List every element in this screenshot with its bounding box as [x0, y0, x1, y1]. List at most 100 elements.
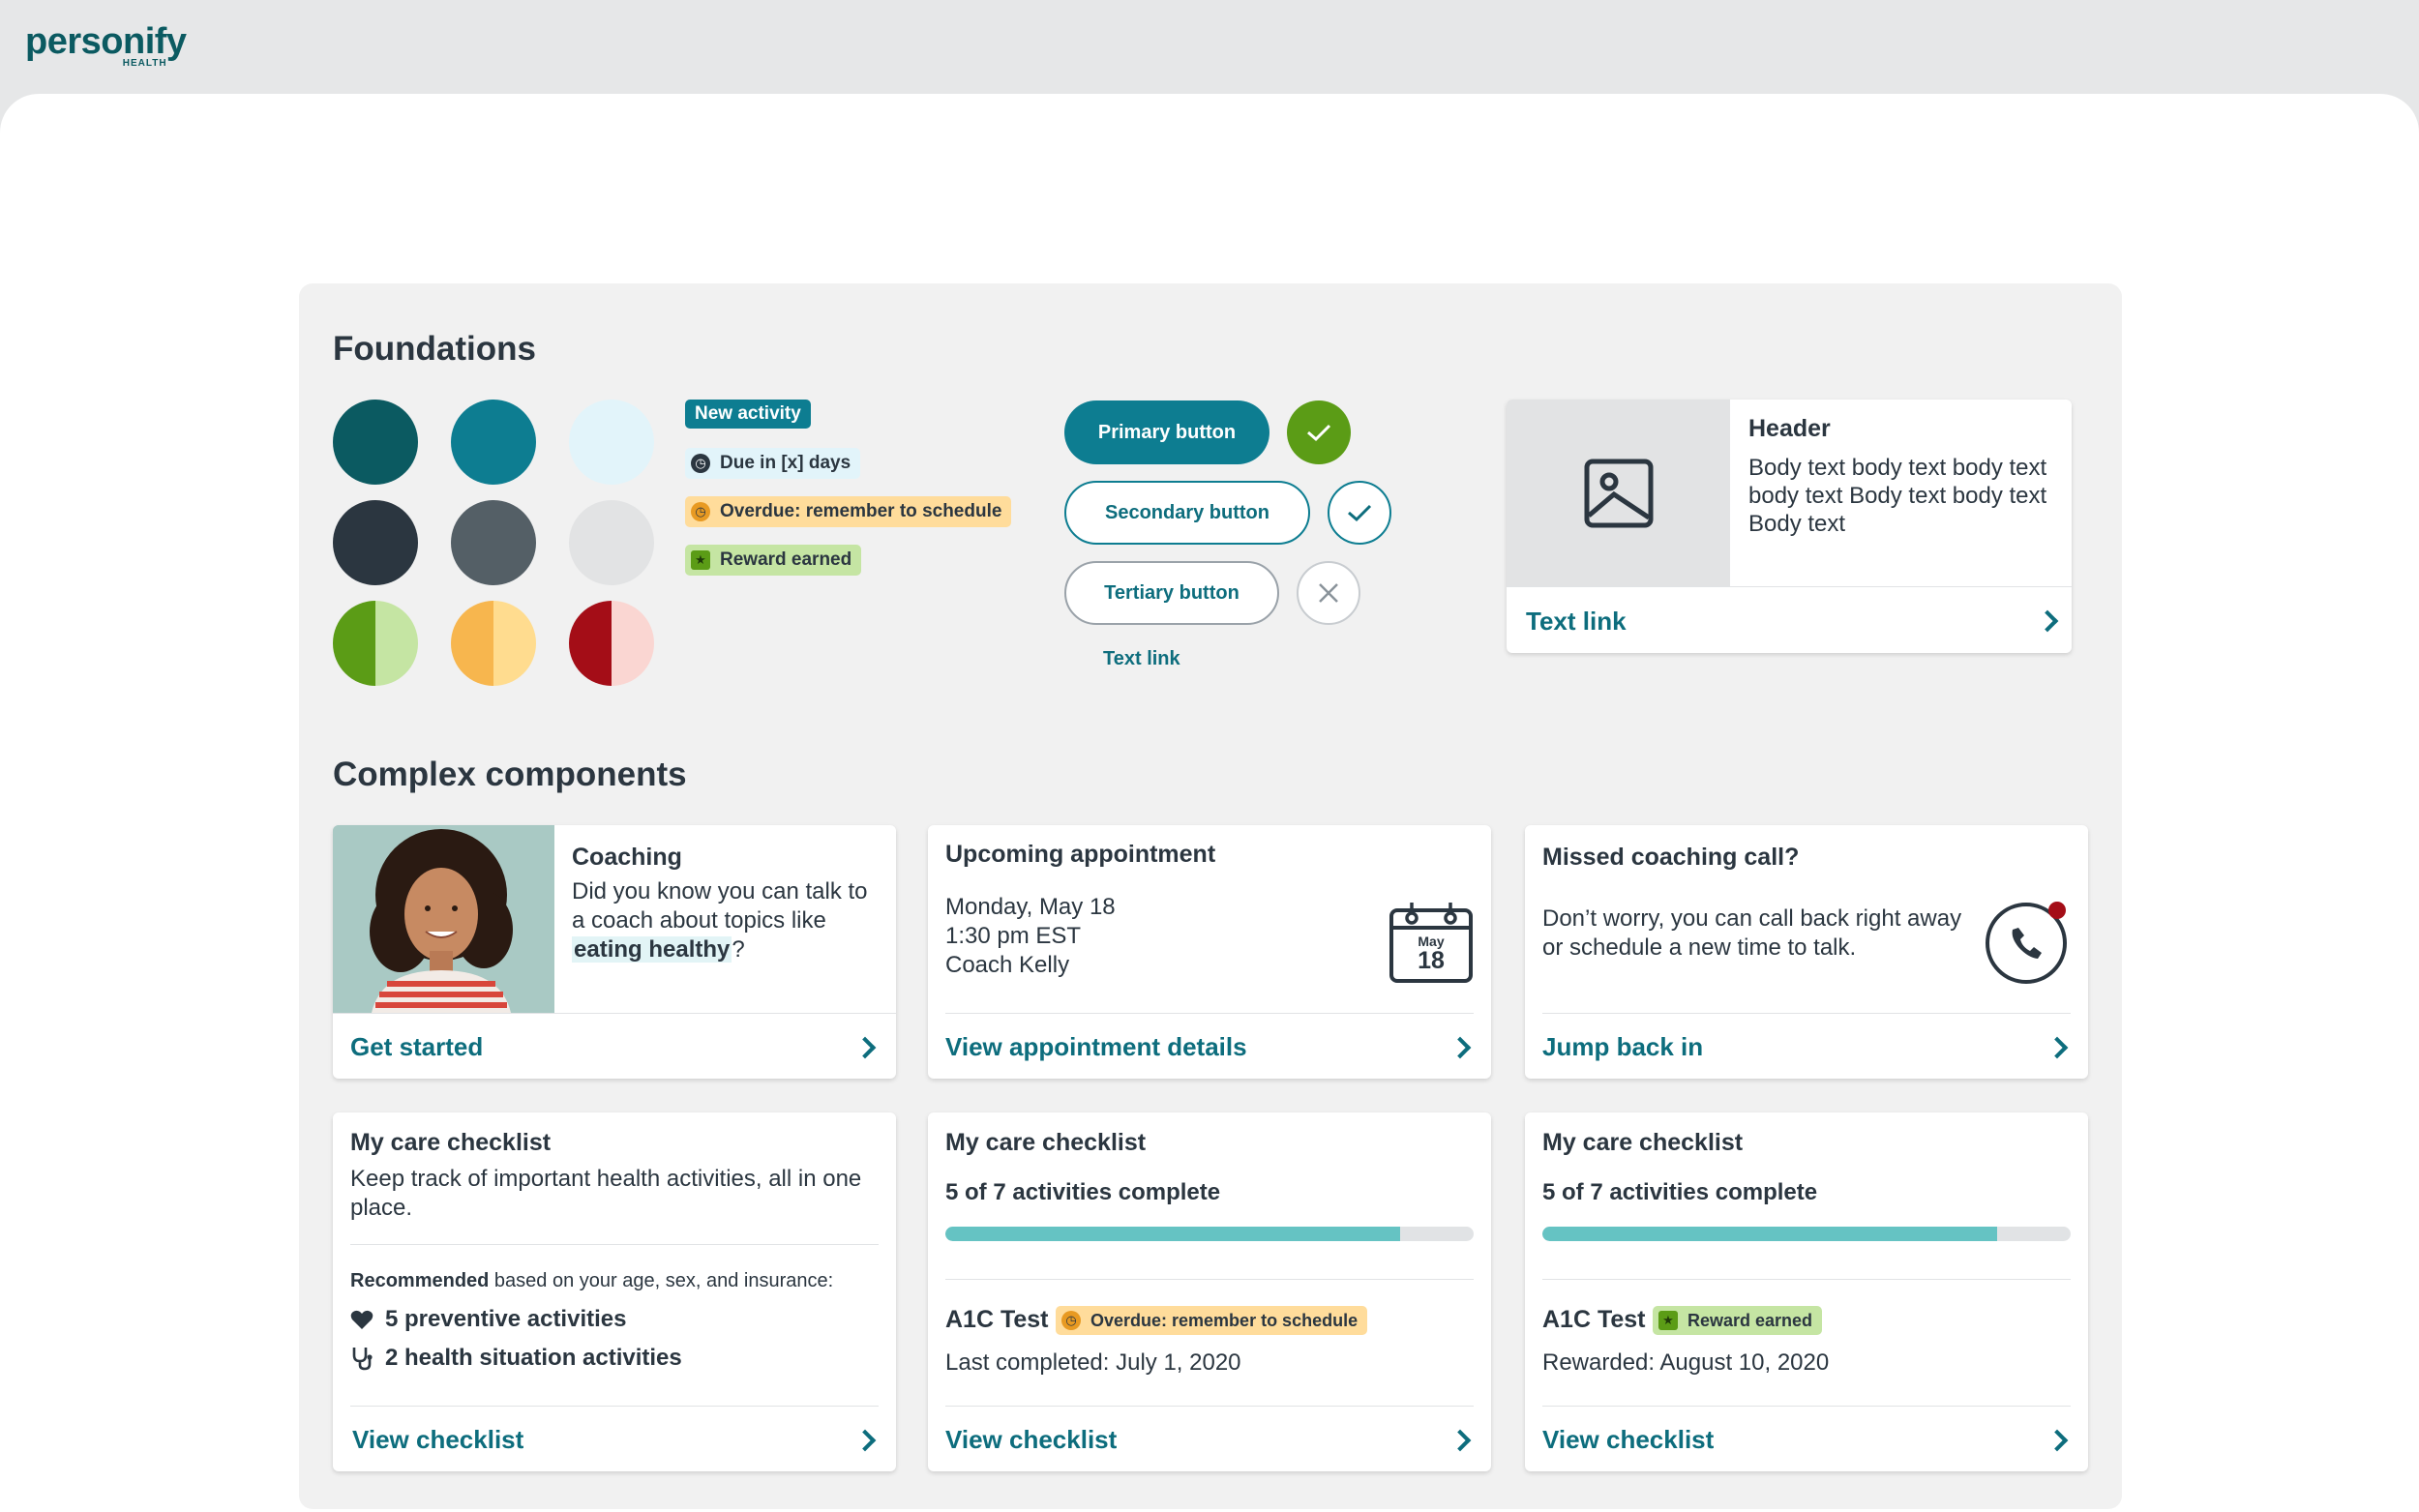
check-icon	[1348, 504, 1372, 522]
stethoscope-icon	[352, 1348, 373, 1371]
view-appointment-link[interactable]: View appointment details	[945, 1032, 1247, 1061]
coaching-body: Did you know you can talk to a coach abo…	[572, 877, 872, 964]
color-swatch-teal	[451, 400, 536, 485]
rewarded-text: Rewarded: August 10, 2020	[1542, 1349, 1830, 1376]
chevron-right-icon[interactable]	[2046, 1429, 2069, 1452]
close-icon	[1319, 583, 1338, 603]
jump-back-in-link[interactable]: Jump back in	[1542, 1032, 1704, 1061]
coach-avatar-illustration	[333, 825, 554, 1013]
divider	[1542, 1406, 2071, 1407]
missed-call-title: Missed coaching call?	[1542, 844, 1800, 871]
clock-icon: ◷	[691, 454, 710, 473]
clock-icon: ◷	[691, 502, 710, 521]
tertiary-button[interactable]: Tertiary button	[1064, 561, 1279, 625]
tag-new-activity-label: New activity	[695, 403, 801, 424]
divider	[1507, 586, 2072, 587]
complex-components-title: Complex components	[333, 756, 687, 793]
check-button-filled[interactable]	[1287, 400, 1351, 464]
divider	[333, 1013, 896, 1014]
tag-reward: ★ Reward earned	[685, 545, 862, 576]
media-card-header: Header	[1748, 415, 1831, 442]
care-checklist-overdue-card: My care checklist 5 of 7 activities comp…	[928, 1112, 1491, 1471]
color-swatch-light-gray	[569, 500, 654, 585]
logo-subtitle: HEALTH	[122, 58, 167, 69]
appointment-title: Upcoming appointment	[945, 841, 1216, 868]
image-placeholder	[1507, 400, 1730, 586]
close-button[interactable]	[1297, 561, 1360, 625]
appointment-coach: Coach Kelly	[945, 952, 1070, 978]
a1c-test-label: A1C Test	[1542, 1306, 1646, 1333]
text-link-small[interactable]: Text link	[1103, 648, 1180, 669]
swatch-half	[493, 601, 536, 686]
chevron-right-icon[interactable]	[2046, 1036, 2069, 1059]
coaching-title: Coaching	[572, 844, 682, 871]
chevron-right-icon[interactable]	[853, 1429, 877, 1452]
media-card-body: Body text body text body text body text …	[1748, 455, 2047, 537]
secondary-button[interactable]: Secondary button	[1064, 481, 1310, 545]
checklist-title: My care checklist	[1542, 1129, 1744, 1156]
appointment-time: 1:30 pm EST	[945, 923, 1082, 949]
health-situation-activities-label: 2 health situation activities	[385, 1345, 682, 1371]
primary-button-label: Primary button	[1097, 421, 1237, 443]
checklist-title: My care checklist	[945, 1129, 1147, 1156]
view-checklist-link[interactable]: View checklist	[945, 1425, 1118, 1454]
tag-overdue-label: Overdue: remember to schedule	[1090, 1310, 1359, 1330]
preventive-activities: 5 preventive activities	[350, 1306, 626, 1333]
divider	[350, 1406, 879, 1407]
recommended-criteria: based on your age, sex, and insurance:	[489, 1270, 834, 1291]
get-started-link[interactable]: Get started	[350, 1032, 484, 1061]
tag-reward: ★ Reward earned	[1653, 1306, 1823, 1335]
divider	[1542, 1279, 2071, 1280]
check-icon	[1307, 424, 1331, 442]
check-button-outline[interactable]	[1328, 481, 1391, 545]
star-icon: ★	[1658, 1311, 1678, 1330]
chevron-right-icon[interactable]	[1448, 1429, 1472, 1452]
secondary-button-label: Secondary button	[1104, 501, 1269, 523]
color-swatch-charcoal	[333, 500, 418, 585]
heart-icon	[350, 1310, 373, 1329]
personify-logo[interactable]: personify HEALTH	[25, 21, 187, 69]
progress-bar	[945, 1227, 1474, 1241]
media-card-link[interactable]: Text link	[1526, 607, 1627, 636]
color-swatch-light-blue	[569, 400, 654, 485]
coach-photo	[333, 825, 554, 1013]
recommended-label: Recommended	[350, 1270, 490, 1291]
top-bar: personify HEALTH	[0, 0, 2419, 94]
coaching-body-text: Did you know you can talk to a coach abo…	[572, 878, 868, 934]
swatch-half	[451, 601, 493, 686]
care-checklist-reward-card: My care checklist 5 of 7 activities comp…	[1525, 1112, 2088, 1471]
primary-button[interactable]: Primary button	[1064, 400, 1269, 464]
calendar-month: May	[1418, 934, 1445, 949]
divider	[350, 1244, 879, 1245]
star-icon: ★	[691, 550, 710, 570]
swatch-half	[569, 601, 612, 686]
divider	[945, 1406, 1474, 1407]
logo-wordmark: personify	[25, 21, 187, 62]
tag-reward-label: Reward earned	[720, 549, 852, 570]
chevron-right-icon[interactable]	[1448, 1036, 1472, 1059]
swatch-half	[375, 601, 418, 686]
color-swatch-dark-teal	[333, 400, 418, 485]
progress-fill	[945, 1227, 1400, 1241]
phone-icon	[1984, 897, 2073, 986]
coaching-topic-highlight[interactable]: eating healthy	[572, 936, 732, 963]
chevron-right-icon[interactable]	[2036, 609, 2059, 633]
coaching-body-end: ?	[732, 936, 745, 963]
divider	[945, 1279, 1474, 1280]
view-checklist-link[interactable]: View checklist	[352, 1425, 524, 1454]
progress-text: 5 of 7 activities complete	[945, 1179, 1221, 1205]
missed-call-card: Missed coaching call? Don’t worry, you c…	[1525, 825, 2088, 1079]
calendar-day: 18	[1418, 947, 1445, 974]
tag-overdue: ◷ Overdue: remember to schedule	[1056, 1306, 1368, 1335]
tag-new-activity: New activity	[685, 400, 811, 429]
calendar-icon: May 18	[1389, 901, 1474, 984]
tertiary-button-label: Tertiary button	[1104, 581, 1239, 604]
canvas: Foundations New activity ◷ Due in [x] da…	[0, 94, 2419, 1512]
design-system-panel: Foundations New activity ◷ Due in [x] da…	[299, 283, 2122, 1509]
chevron-right-icon[interactable]	[853, 1036, 877, 1059]
view-checklist-link[interactable]: View checklist	[1542, 1425, 1715, 1454]
checklist-title: My care checklist	[350, 1129, 552, 1156]
color-swatch-red	[569, 601, 654, 686]
tag-due: ◷ Due in [x] days	[685, 448, 861, 479]
checklist-description: Keep track of important health activitie…	[350, 1166, 862, 1221]
